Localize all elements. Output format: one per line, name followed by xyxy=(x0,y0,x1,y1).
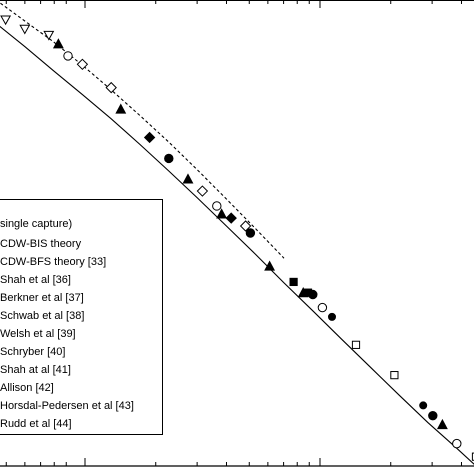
data-point-allison-42 xyxy=(303,288,313,297)
data-point-shah-at-al-41 xyxy=(452,438,462,449)
data-point-horsdal-pedersen-et-al-43 xyxy=(143,131,156,144)
data-point-allison-42 xyxy=(289,277,298,287)
data-point-welsh-et-al-39 xyxy=(239,220,252,232)
data-point-berkner-et-al-37 xyxy=(428,410,438,421)
data-point-schryber-40 xyxy=(351,340,361,349)
legend-entry-rudd-44: Rudd et al [44] xyxy=(0,418,72,430)
data-point-shah-et-al-36 xyxy=(19,24,31,35)
legend-entry-single-capture: single capture) xyxy=(0,218,73,230)
data-point-welsh-et-al-39 xyxy=(105,81,117,94)
legend-entry-shah-41: Shah at al [41] xyxy=(0,364,71,376)
data-point-welsh-et-al-39 xyxy=(76,58,89,71)
data-point-rudd-et-al-44 xyxy=(328,312,336,321)
legend-entry-horsdal-43: Horsdal-Pedersen et al [43] xyxy=(0,400,134,412)
data-point-horsdal-pedersen-et-al-43 xyxy=(225,212,237,224)
data-point-schryber-40 xyxy=(471,452,474,461)
legend-box: single capture) CDW-BIS theory CDW-BFS t… xyxy=(0,199,163,435)
data-point-welsh-et-al-39 xyxy=(196,185,209,197)
cdw-bis-curve xyxy=(0,25,474,465)
data-point-berkner-et-al-37 xyxy=(245,228,256,238)
data-point-schwab-et-al-38 xyxy=(436,418,448,430)
data-point-schwab-et-al-38 xyxy=(52,38,64,49)
legend-entry-schryber-40: Schryber [40] xyxy=(0,346,66,358)
data-point-schryber-40 xyxy=(390,371,399,380)
data-point-schwab-et-al-38 xyxy=(182,173,194,184)
legend-entry-berkner-37: Berkner et al [37] xyxy=(0,292,84,304)
legend-entry-welsh-39: Welsh et al [39] xyxy=(0,328,76,340)
data-point-schwab-et-al-38 xyxy=(115,103,127,114)
legend-entry-shah-36: Shah et al [36] xyxy=(0,274,71,286)
legend-entry-cdw-bis: CDW-BIS theory xyxy=(0,238,82,250)
legend-entry-cdw-bfs: CDW-BFS theory [33] xyxy=(0,256,107,268)
data-point-schwab-et-al-38 xyxy=(216,208,228,219)
data-point-shah-et-al-36 xyxy=(0,15,12,26)
data-point-shah-at-al-41 xyxy=(212,201,222,211)
legend-entry-allison-42: Allison [42] xyxy=(0,382,54,394)
data-point-schwab-et-al-38 xyxy=(264,260,276,271)
legend-entry-schwab-38: Schwab et al [38] xyxy=(0,310,85,322)
data-point-rudd-et-al-44 xyxy=(419,401,428,410)
data-point-shah-et-al-36 xyxy=(43,30,55,41)
data-point-shah-at-al-41 xyxy=(63,51,73,61)
data-point-berkner-et-al-37 xyxy=(164,153,174,164)
data-point-shah-at-al-41 xyxy=(317,302,328,313)
